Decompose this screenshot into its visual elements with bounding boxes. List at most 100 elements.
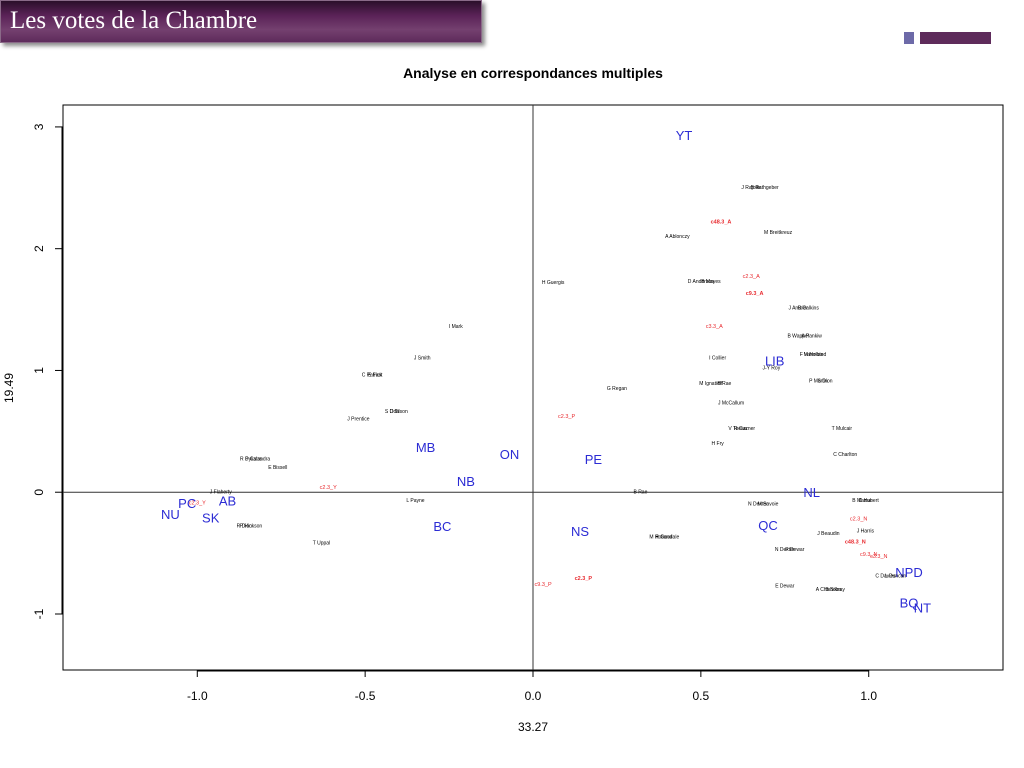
member-label: I Collier xyxy=(709,356,726,362)
y-tick-label: 2 xyxy=(32,245,46,252)
member-label: E Dewar xyxy=(775,583,795,589)
member-label: H Fry xyxy=(712,441,725,447)
member-label: J Harris xyxy=(857,529,875,535)
province-label: YT xyxy=(676,128,693,143)
member-label: G Regan xyxy=(607,386,627,392)
member-label: S Dion xyxy=(818,379,833,385)
province-label: MB xyxy=(416,440,436,455)
x-axis-label: 33.27 xyxy=(518,720,548,734)
member-label: P Martin xyxy=(809,379,828,385)
member-label: L Duncan xyxy=(885,574,906,580)
y-tick-label: 3 xyxy=(32,123,46,130)
vote-category-label: c2.3_Y xyxy=(320,485,337,491)
vote-category-label: c2.3_P xyxy=(558,414,575,420)
member-label: B Calkins xyxy=(798,306,820,312)
y-tick-label: 1 xyxy=(32,367,46,374)
member-label: N Dexter xyxy=(748,502,768,508)
vote-category-label: c2.3_P xyxy=(575,576,593,582)
member-label: D Hubert xyxy=(859,498,880,504)
member-label: T Uppal xyxy=(313,541,330,547)
province-label: SK xyxy=(202,510,220,525)
vote-category-label: c3.3_N xyxy=(870,554,887,560)
member-label: A Pankiw xyxy=(801,334,822,340)
member-label: R Dion xyxy=(237,524,253,530)
y-tick-label: 0 xyxy=(32,489,46,496)
province-label: PE xyxy=(585,452,603,467)
member-label: B Rathgeber xyxy=(751,185,779,191)
vote-category-label: c2.3_Y xyxy=(189,501,206,507)
member-label: A Ablonczy xyxy=(665,234,690,240)
province-label: ON xyxy=(500,447,520,462)
member-label: J Flaherty xyxy=(210,490,232,496)
province-label: BC xyxy=(433,519,451,534)
member-label: J Prentice xyxy=(347,416,369,422)
member-label: P Hickson xyxy=(240,524,263,530)
member-label: J-Y Roy xyxy=(763,365,781,371)
province-label: LIB xyxy=(765,353,785,368)
member-label: C Charlton xyxy=(833,452,857,458)
member-label: P Calandra xyxy=(245,457,270,463)
y-tick-label: -1 xyxy=(32,608,46,619)
member-label: L Payne xyxy=(406,498,424,504)
member-label: P Dewar xyxy=(785,547,804,553)
member-label: H Guergis xyxy=(542,280,565,286)
member-label: J Beaudin xyxy=(817,531,839,537)
member-label: J Rajotte xyxy=(741,185,761,191)
x-tick-label: -1.0 xyxy=(187,689,208,703)
member-label: J McCallum xyxy=(718,401,744,407)
member-label: D Anderson xyxy=(688,279,714,285)
member-label: B Wappel xyxy=(787,334,809,340)
member-label: B Rae xyxy=(717,381,731,387)
member-label: B Rae xyxy=(633,490,647,496)
member-label: B Siksay xyxy=(825,587,845,593)
member-label: M Holland xyxy=(649,535,672,541)
x-tick-label: 1.0 xyxy=(860,689,877,703)
member-label: A Chisholm xyxy=(816,587,841,593)
y-axis-label: 19.49 xyxy=(2,373,16,403)
member-label: F Valeriote xyxy=(800,352,824,358)
x-tick-label: 0.5 xyxy=(693,689,710,703)
member-label: J Ambler xyxy=(788,306,808,312)
y-axis: -1 0 1 2 3 xyxy=(32,123,63,619)
member-label: E Bissell xyxy=(268,465,287,471)
member-label: M Savoie xyxy=(758,502,779,508)
province-label: NS xyxy=(571,524,589,539)
member-label: M Holland xyxy=(804,352,827,358)
member-label: J Smith xyxy=(414,356,431,362)
member-label: C Patrick xyxy=(362,373,383,379)
decorative-square xyxy=(904,32,914,44)
vote-category-label: c9.3_A xyxy=(746,291,764,297)
province-label: NPD xyxy=(895,565,922,580)
member-label: N Dexter xyxy=(775,547,795,553)
province-label: NU xyxy=(161,507,180,522)
member-label: D Tilson xyxy=(390,409,408,415)
page-title: Les votes de la Chambre xyxy=(10,7,258,34)
province-label: NB xyxy=(457,474,475,489)
province-label: NT xyxy=(914,601,931,616)
province-label: PC xyxy=(178,496,196,511)
member-label: B Masse xyxy=(852,498,872,504)
member-label: B Mayes xyxy=(701,279,721,285)
x-axis: -1.0 -0.5 0.0 0.5 1.0 xyxy=(187,670,877,703)
member-label: R Dykstra xyxy=(240,457,262,463)
province-label: AB xyxy=(219,493,236,508)
vote-category-label: c2.3_N xyxy=(850,516,867,522)
x-tick-label: 0.0 xyxy=(525,689,542,703)
title-banner: Les votes de la Chambre xyxy=(0,0,482,43)
member-label: M Breitkreuz xyxy=(764,230,793,236)
province-label: NL xyxy=(803,485,820,500)
vote-category-label: c48.3_N xyxy=(845,540,866,546)
chart-title: Analyse en correspondances multiples xyxy=(403,65,663,81)
member-label: R Cuzner xyxy=(734,426,755,432)
x-tick-label: -0.5 xyxy=(355,689,376,703)
member-label: I Mark xyxy=(449,324,463,330)
member-label: M Ignatieff xyxy=(699,381,723,387)
member-label: S Oda xyxy=(385,409,399,415)
member-label: R Goodale xyxy=(655,535,679,541)
province-label: QC xyxy=(758,518,778,533)
member-label: E Fast xyxy=(368,373,383,379)
decorative-bar xyxy=(920,32,991,44)
province-label: BQ xyxy=(900,596,919,611)
